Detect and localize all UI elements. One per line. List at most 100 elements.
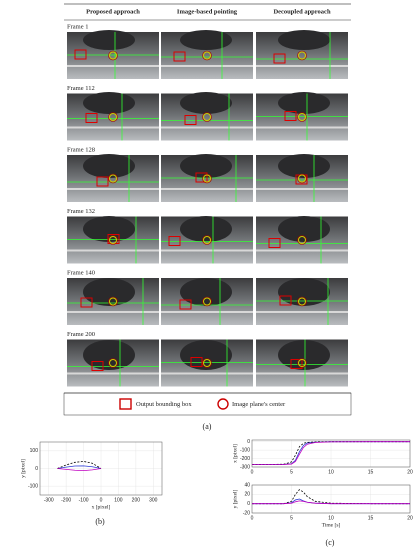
bounding-box [168, 236, 181, 246]
center-marker [109, 236, 117, 244]
x-tick-label: 20 [407, 469, 413, 475]
bounding-box [284, 111, 297, 121]
x-tick-label: 0 [100, 497, 103, 503]
row-label: Frame 1 [67, 23, 88, 30]
center-marker [203, 174, 211, 183]
center-marker [109, 359, 117, 367]
row-label: Frame 128 [67, 146, 95, 153]
series-line [252, 441, 410, 465]
caption: (b) [95, 517, 105, 526]
x-tick-label: 5 [290, 515, 293, 521]
center-marker [298, 51, 306, 60]
center-marker [298, 174, 306, 183]
center-marker [108, 173, 118, 184]
center-marker [298, 359, 306, 367]
robot-part [83, 278, 135, 306]
center-marker [297, 358, 307, 368]
caption: (c) [326, 538, 335, 547]
center-marker [202, 296, 212, 307]
center-marker [109, 51, 117, 60]
x-tick-label: 200 [132, 497, 141, 503]
table-edge [256, 372, 348, 375]
y-tick-label: 0 [35, 466, 38, 472]
center-marker [298, 297, 306, 306]
x-tick-label: 15 [368, 469, 374, 475]
legend-box [63, 392, 352, 416]
bounding-box [80, 297, 93, 308]
x-tick-label: 300 [149, 497, 158, 503]
center-marker [108, 358, 118, 368]
bounding-box [273, 53, 286, 64]
y-tick-label: -300 [240, 464, 250, 470]
center-marker [203, 51, 211, 60]
robot-part [180, 278, 232, 306]
robot-part [180, 340, 232, 370]
caption: (a) [203, 422, 212, 431]
legend-label: Image plane's center [232, 401, 286, 408]
y-axis-label: y [pixel] [232, 489, 238, 508]
robot-part [278, 216, 330, 242]
bounding-box [195, 172, 208, 183]
table-edge [67, 311, 159, 313]
table-edge [256, 188, 348, 190]
center-marker [203, 359, 211, 367]
bounding-box [268, 238, 281, 248]
center-marker [297, 112, 307, 122]
y-tick-label: -200 [240, 456, 250, 462]
x-axis-label: x [pixel] [92, 504, 111, 510]
x-tick-label: -300 [44, 497, 54, 503]
bounding-box [190, 357, 203, 367]
center-marker [109, 297, 117, 306]
robot-part [278, 30, 330, 50]
robot-part [83, 340, 135, 370]
bounding-box [179, 299, 192, 310]
table-edge [67, 372, 159, 375]
center-marker [297, 235, 307, 245]
center-marker [203, 113, 211, 121]
bounding-box [279, 295, 292, 306]
robot-part [278, 278, 330, 306]
x-tick-label: 15 [368, 515, 374, 521]
row-label: Frame 200 [67, 331, 95, 338]
robot-part [180, 30, 232, 50]
robot-part [180, 216, 232, 242]
series-line [57, 465, 102, 469]
y-tick-label: -20 [243, 510, 250, 516]
bounding-box [96, 176, 109, 187]
table-edge [67, 249, 159, 252]
x-tick-label: -200 [61, 497, 71, 503]
center-marker [202, 173, 212, 184]
table-edge [256, 311, 348, 313]
plot-frame [39, 441, 163, 496]
x-tick-label: -100 [79, 497, 89, 503]
center-marker [297, 296, 307, 307]
y-tick-label: 40 [244, 482, 250, 488]
column-header: Decoupled approach [273, 8, 331, 15]
y-tick-label: -100 [28, 483, 38, 489]
robot-part [83, 92, 135, 114]
series-line [57, 468, 102, 472]
center-marker [108, 50, 118, 61]
y-tick-label: 0 [247, 501, 250, 507]
table-edge [67, 188, 159, 190]
bounding-box [85, 113, 98, 123]
center-marker [202, 358, 212, 368]
plot-frame [251, 484, 411, 514]
robot-part [278, 92, 330, 114]
plot-frame [251, 439, 411, 468]
robot-part [83, 216, 135, 242]
x-tick-label: 0 [251, 469, 254, 475]
x-tick-label: 10 [328, 469, 334, 475]
x-tick-label: 0 [251, 515, 254, 521]
center-marker [109, 174, 117, 183]
center-marker [297, 50, 307, 61]
center-marker [108, 235, 118, 245]
center-marker [108, 112, 118, 122]
y-axis-label: x [pixel] [232, 444, 238, 463]
y-tick-label: -100 [240, 447, 250, 453]
center-marker [203, 297, 211, 306]
x-tick-label: 100 [114, 497, 123, 503]
row-label: Frame 112 [67, 85, 95, 92]
table-edge [161, 372, 253, 375]
